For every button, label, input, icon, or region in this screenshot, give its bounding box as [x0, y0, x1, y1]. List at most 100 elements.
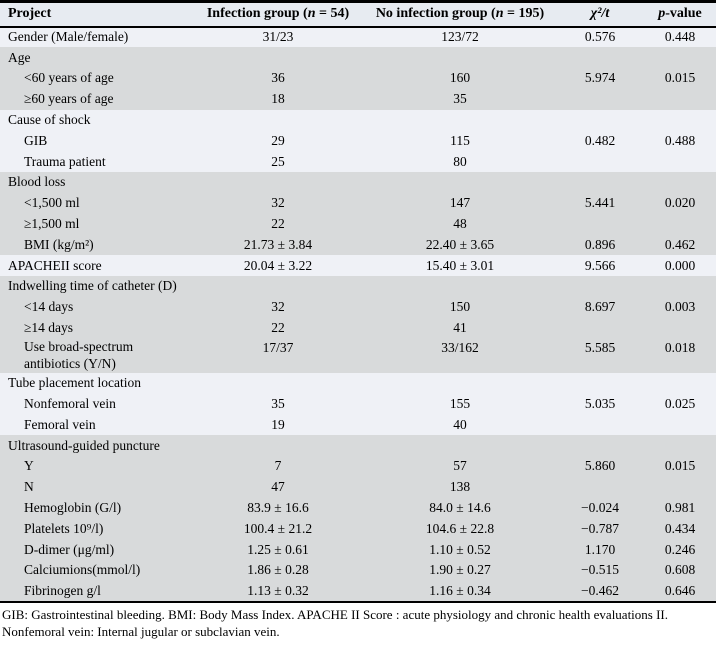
table-row: Ultrasound-guided puncture — [0, 435, 716, 457]
cell-chi-square-t: 9.566 — [584, 257, 616, 273]
cell-no-infection-group: 15.40 ± 3.01 — [425, 257, 495, 273]
cell-infection-group: 22 — [271, 319, 285, 335]
column-header-chi-square-t: χ²/t — [556, 1, 644, 28]
table-row: Femoral vein 19 40 — [0, 414, 716, 436]
row-label: <60 years of age — [24, 70, 114, 86]
table-row: Cause of shock — [0, 109, 716, 131]
cell-no-infection-group: 160 — [449, 70, 471, 86]
cell-no-infection-group: 33/162 — [441, 340, 479, 356]
row-label: Fibrinogen g/l — [0, 580, 192, 603]
cell-no-infection-group: 1.10 ± 0.52 — [429, 541, 491, 557]
cell-chi-square-t — [556, 110, 644, 131]
table-row: Age — [0, 47, 716, 69]
cell-chi-square-t — [556, 89, 644, 110]
row-label: Use broad-spectrum antibiotics (Y/N) — [24, 339, 134, 371]
cell-infection-group: 18 — [271, 91, 285, 107]
cell-no-infection-group: 48 — [453, 215, 467, 231]
cell-infection-group: 1.13 ± 0.32 — [192, 580, 364, 603]
comparison-table: Project Infection group (n = 54) No infe… — [0, 0, 716, 603]
header-row: Project Infection group (n = 54) No infe… — [0, 1, 716, 28]
cell-infection-group: 29 — [271, 132, 285, 148]
cell-no-infection-group: 40 — [453, 416, 467, 432]
table-row: Indwelling time of catheter (D) — [0, 276, 716, 297]
table-row: Use broad-spectrum antibiotics (Y/N) 17/… — [0, 338, 716, 373]
cell-infection-group: 100.4 ± 21.2 — [243, 520, 313, 536]
cell-chi-square-t — [556, 373, 644, 394]
cell-p-value: 0.434 — [664, 520, 696, 536]
cell-no-infection-group: 155 — [449, 395, 471, 411]
cell-p-value: 0.246 — [664, 541, 696, 557]
row-label: <14 days — [24, 299, 74, 315]
table-row: Blood loss — [0, 172, 716, 193]
cell-chi-square-t: 1.170 — [584, 541, 616, 557]
row-label: ≥1,500 ml — [24, 215, 80, 231]
cell-infection-group: 17/37 — [262, 340, 294, 356]
row-label: ≥14 days — [24, 319, 74, 335]
cell-p-value: 0.025 — [664, 395, 696, 411]
cell-chi-square-t — [556, 318, 644, 339]
cell-infection-group: 35 — [271, 395, 285, 411]
cell-infection-group: 83.9 ± 16.6 — [247, 499, 309, 515]
row-label: Hemoglobin (G/l) — [24, 499, 122, 515]
cell-no-infection-group: 147 — [449, 195, 471, 211]
cell-infection-group — [192, 110, 364, 131]
cell-infection-group: 19 — [271, 416, 285, 432]
cell-p-value: 0.646 — [644, 580, 716, 603]
cell-no-infection-group: 80 — [453, 153, 467, 169]
row-label: BMI (kg/m²) — [24, 236, 94, 252]
cell-p-value — [644, 276, 716, 297]
cell-no-infection-group: 41 — [453, 319, 467, 335]
table-row: GIB 29 115 0.482 0.488 — [0, 130, 716, 152]
cell-p-value — [644, 110, 716, 131]
table-footnote: GIB: Gastrointestinal bleeding. BMI: Bod… — [0, 602, 716, 644]
cell-chi-square-t — [556, 47, 644, 68]
cell-no-infection-group: 84.0 ± 14.6 — [429, 499, 491, 515]
cell-chi-square-t — [556, 477, 644, 498]
cell-p-value — [644, 373, 716, 394]
cell-no-infection-group: 115 — [450, 132, 470, 148]
cell-infection-group: 31/23 — [262, 29, 294, 45]
cell-chi-square-t — [556, 435, 644, 456]
cell-infection-group: 25 — [271, 153, 285, 169]
table-row: ≥14 days 22 41 — [0, 317, 716, 339]
row-label: Age — [8, 49, 31, 65]
cell-infection-group: 1.86 ± 0.28 — [247, 562, 309, 578]
table-row: ≥1,500 ml 22 48 — [0, 213, 716, 235]
cell-p-value: 0.488 — [664, 132, 696, 148]
cell-no-infection-group: 22.40 ± 3.65 — [425, 236, 495, 252]
cell-chi-square-t — [556, 151, 644, 172]
cell-infection-group — [192, 373, 364, 394]
row-label: D-dimer (μg/ml) — [24, 541, 115, 557]
cell-p-value — [644, 47, 716, 68]
cell-infection-group: 21.73 ± 3.84 — [243, 236, 313, 252]
table-row: <1,500 ml 32 147 5.441 0.020 — [0, 192, 716, 214]
cell-no-infection-group: 123/72 — [441, 29, 479, 45]
row-label: Femoral vein — [24, 416, 96, 432]
cell-chi-square-t — [556, 172, 644, 193]
cell-chi-square-t: −0.462 — [556, 580, 644, 603]
row-label: Ultrasound-guided puncture — [8, 437, 160, 453]
cell-infection-group — [192, 435, 364, 456]
cell-p-value — [644, 435, 716, 456]
cell-chi-square-t: 0.576 — [584, 29, 616, 45]
project-label: Project — [8, 6, 52, 22]
cell-chi-square-t — [556, 214, 644, 235]
cell-chi-square-t — [556, 414, 644, 435]
cell-infection-group: 32 — [271, 299, 285, 315]
table-header: Project Infection group (n = 54) No infe… — [0, 1, 716, 28]
cell-chi-square-t: −0.787 — [581, 520, 619, 536]
cell-no-infection-group — [364, 172, 556, 193]
row-label: Trauma patient — [24, 153, 106, 169]
table-row: Fibrinogen g/l 1.13 ± 0.32 1.16 ± 0.34 −… — [0, 580, 716, 603]
row-label: Y — [24, 458, 34, 474]
cell-p-value: 0.448 — [664, 29, 696, 45]
cell-chi-square-t: 0.482 — [584, 132, 616, 148]
row-label: Nonfemoral vein — [24, 395, 116, 411]
row-label: Blood loss — [8, 174, 66, 190]
table-row: Trauma patient 25 80 — [0, 151, 716, 173]
table-row: Hemoglobin (G/l) 83.9 ± 16.6 84.0 ± 14.6… — [0, 497, 716, 519]
table-row: D-dimer (μg/ml) 1.25 ± 0.61 1.10 ± 0.52 … — [0, 539, 716, 560]
cell-p-value: 0.020 — [664, 195, 696, 211]
table-row: ≥60 years of age 18 35 — [0, 88, 716, 110]
column-header-infection-group: Infection group (n = 54) — [192, 1, 364, 28]
